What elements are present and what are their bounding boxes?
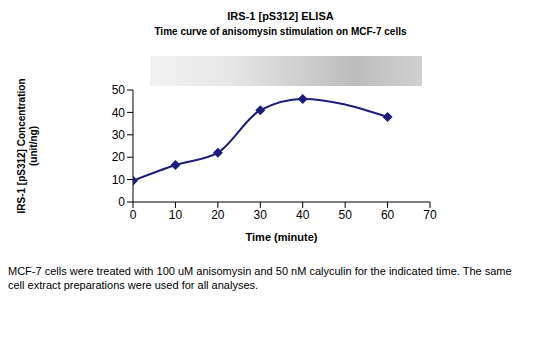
svg-text:10: 10	[112, 173, 126, 187]
svg-text:0: 0	[118, 195, 125, 209]
svg-text:40: 40	[296, 208, 310, 222]
svg-text:Time (minute): Time (minute)	[246, 231, 318, 243]
svg-text:30: 30	[254, 208, 268, 222]
html-text:IRS-1 [pS312] ELISA: IRS-1 [pS312] ELISA	[227, 10, 334, 22]
svg-text:30: 30	[112, 128, 126, 142]
svg-text:0: 0	[130, 208, 137, 222]
svg-text:50: 50	[112, 83, 126, 97]
html-text:Time curve of anisomysin stimu: Time curve of anisomysin stimulation on …	[154, 26, 407, 37]
svg-text:20: 20	[112, 150, 126, 164]
svg-text:40: 40	[112, 106, 126, 120]
svg-text:50: 50	[338, 208, 352, 222]
svg-text:10: 10	[169, 208, 183, 222]
html-text:MCF-7 cells were treated with: MCF-7 cells were treated with 100 uM ani…	[8, 265, 512, 291]
svg-text:60: 60	[381, 208, 395, 222]
svg-text:IRS-1 [pS312] Concentration(un: IRS-1 [pS312] Concentration(unit/ng)	[16, 78, 39, 213]
svg-text:70: 70	[423, 208, 437, 222]
svg-text:20: 20	[211, 208, 225, 222]
